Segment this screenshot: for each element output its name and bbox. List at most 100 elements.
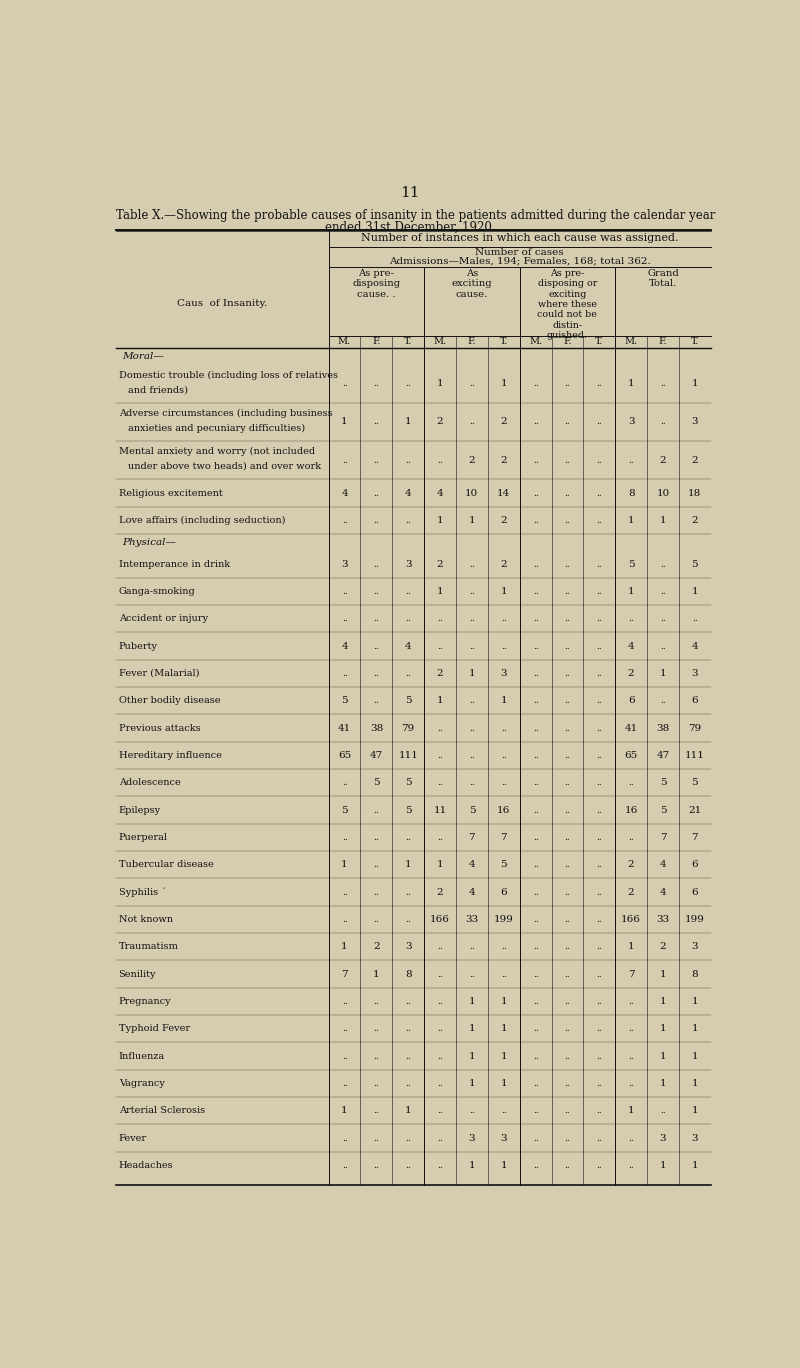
Text: ..: .. — [501, 724, 506, 733]
Text: 1: 1 — [469, 1161, 475, 1170]
Text: Arterial Sclerosis: Arterial Sclerosis — [118, 1107, 205, 1115]
Text: ..: .. — [374, 614, 379, 624]
Text: Influenza: Influenza — [118, 1052, 165, 1060]
Text: ..: .. — [565, 1161, 570, 1170]
Text: ..: .. — [565, 669, 570, 679]
Text: ..: .. — [501, 943, 506, 951]
Text: ..: .. — [374, 456, 379, 465]
Text: ..: .. — [533, 560, 538, 569]
Text: 1: 1 — [501, 1025, 507, 1033]
Text: ..: .. — [374, 860, 379, 869]
Text: 1: 1 — [660, 1161, 666, 1170]
Text: Moral—: Moral— — [122, 352, 163, 361]
Text: 3: 3 — [342, 560, 348, 569]
Text: 1: 1 — [660, 1052, 666, 1060]
Text: 7: 7 — [501, 833, 507, 841]
Text: ..: .. — [565, 1107, 570, 1115]
Text: ..: .. — [596, 1025, 602, 1033]
Text: 1: 1 — [469, 1052, 475, 1060]
Text: F.: F. — [563, 338, 572, 346]
Text: M.: M. — [338, 338, 351, 346]
Text: 1: 1 — [691, 1107, 698, 1115]
Text: 5: 5 — [691, 778, 698, 787]
Text: 1: 1 — [405, 417, 411, 427]
Text: T.: T. — [404, 338, 413, 346]
Text: ..: .. — [596, 806, 602, 814]
Text: ..: .. — [374, 888, 379, 896]
Text: ..: .. — [342, 614, 347, 624]
Text: 7: 7 — [342, 970, 348, 978]
Text: ..: .. — [533, 1079, 538, 1088]
Text: ..: .. — [437, 1025, 443, 1033]
Text: ..: .. — [406, 587, 411, 596]
Text: ..: .. — [406, 915, 411, 923]
Text: ..: .. — [501, 751, 506, 759]
Text: ..: .. — [565, 379, 570, 389]
Text: 5: 5 — [405, 778, 411, 787]
Text: ..: .. — [406, 997, 411, 1005]
Text: ..: .. — [406, 669, 411, 679]
Text: Typhoid Fever: Typhoid Fever — [118, 1025, 190, 1033]
Text: ..: .. — [692, 614, 698, 624]
Text: ..: .. — [342, 1025, 347, 1033]
Text: ..: .. — [469, 778, 474, 787]
Text: 7: 7 — [469, 833, 475, 841]
Text: 47: 47 — [656, 751, 670, 759]
Text: 1: 1 — [501, 696, 507, 706]
Text: 1: 1 — [628, 1107, 634, 1115]
Text: 1: 1 — [437, 516, 443, 525]
Text: Adverse circumstances (including business: Adverse circumstances (including busines… — [118, 409, 332, 419]
Text: 1: 1 — [691, 1079, 698, 1088]
Text: 4: 4 — [342, 488, 348, 498]
Text: ..: .. — [596, 417, 602, 427]
Text: As
exciting
cause.: As exciting cause. — [451, 269, 492, 298]
Text: ..: .. — [437, 778, 443, 787]
Text: Grand
Total.: Grand Total. — [647, 269, 679, 289]
Text: ..: .. — [342, 778, 347, 787]
Text: ..: .. — [533, 1107, 538, 1115]
Text: 11: 11 — [434, 806, 446, 814]
Text: 5: 5 — [691, 560, 698, 569]
Text: As pre-
disposing or
exciting
where these
could not be
distin-
guished.: As pre- disposing or exciting where thes… — [538, 269, 598, 341]
Text: ..: .. — [533, 1052, 538, 1060]
Text: 1: 1 — [469, 997, 475, 1005]
Text: ..: .. — [596, 970, 602, 978]
Text: anxieties and pecuniary difficulties): anxieties and pecuniary difficulties) — [128, 424, 305, 432]
Text: 8: 8 — [405, 970, 411, 978]
Text: ..: .. — [596, 696, 602, 706]
Text: 4: 4 — [405, 488, 411, 498]
Text: ..: .. — [596, 1161, 602, 1170]
Text: ..: .. — [374, 488, 379, 498]
Text: ..: .. — [501, 970, 506, 978]
Text: ..: .. — [374, 1025, 379, 1033]
Text: ..: .. — [342, 456, 347, 465]
Text: ..: .. — [533, 806, 538, 814]
Text: 1: 1 — [405, 1107, 411, 1115]
Text: 4: 4 — [437, 488, 443, 498]
Text: ..: .. — [374, 642, 379, 651]
Text: Physical—: Physical— — [122, 538, 175, 547]
Text: ..: .. — [469, 724, 474, 733]
Text: 1: 1 — [501, 1079, 507, 1088]
Text: ..: .. — [596, 669, 602, 679]
Text: ..: .. — [565, 488, 570, 498]
Text: ..: .. — [501, 1107, 506, 1115]
Text: ..: .. — [406, 516, 411, 525]
Text: ..: .. — [628, 614, 634, 624]
Text: Previous attacks: Previous attacks — [118, 724, 200, 733]
Text: 38: 38 — [370, 724, 383, 733]
Text: 2: 2 — [501, 560, 507, 569]
Text: ..: .. — [406, 1052, 411, 1060]
Text: ..: .. — [533, 1161, 538, 1170]
Text: Religious excitement: Religious excitement — [118, 488, 222, 498]
Text: 4: 4 — [660, 888, 666, 896]
Text: ..: .. — [374, 1107, 379, 1115]
Text: 3: 3 — [501, 669, 507, 679]
Text: ..: .. — [469, 379, 474, 389]
Text: ..: .. — [596, 516, 602, 525]
Text: ..: .. — [469, 751, 474, 759]
Text: ..: .. — [565, 833, 570, 841]
Text: 5: 5 — [660, 806, 666, 814]
Text: Syphilis ´: Syphilis ´ — [118, 888, 166, 897]
Text: ..: .. — [406, 1025, 411, 1033]
